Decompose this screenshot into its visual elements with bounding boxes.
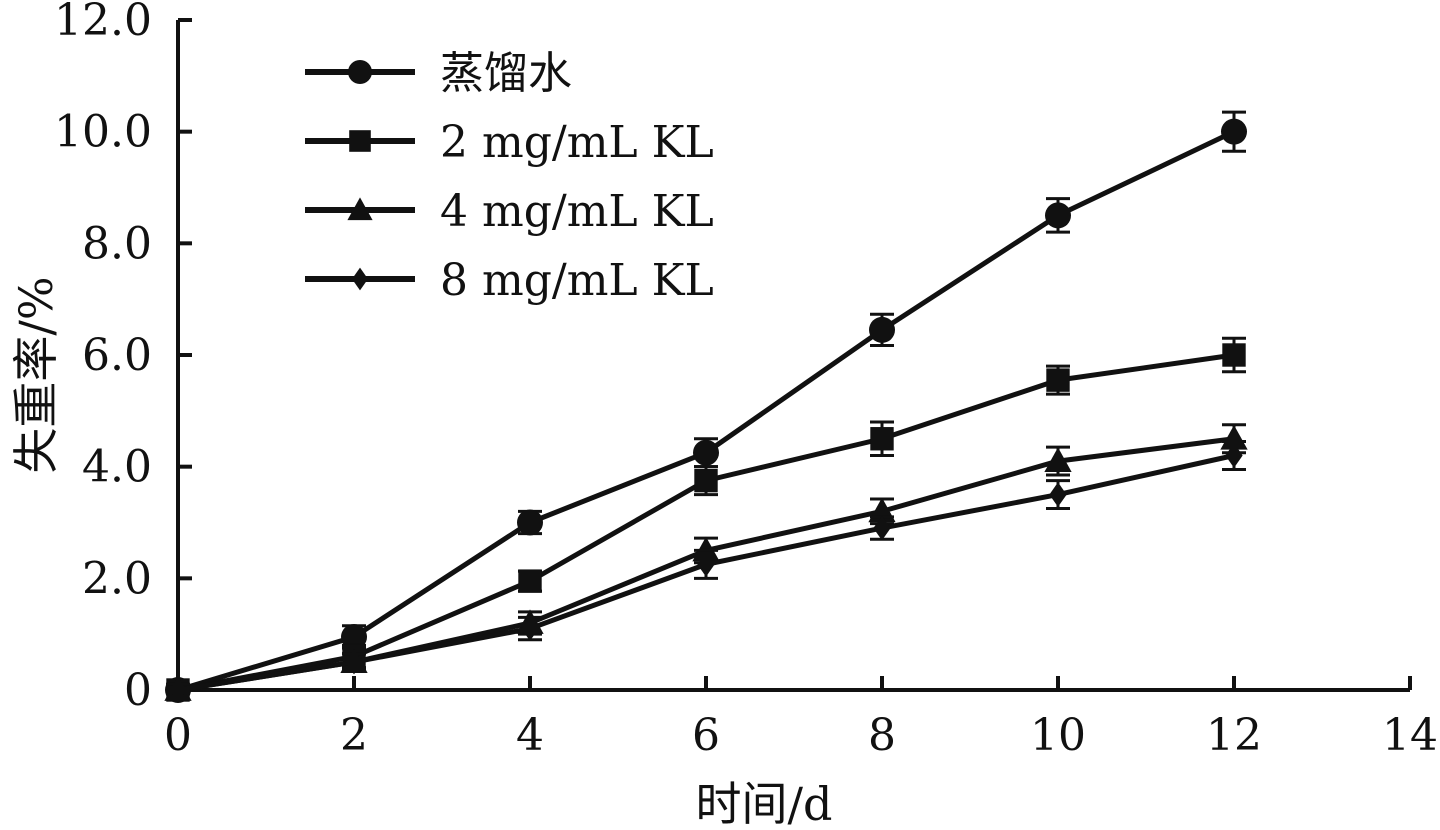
data-point xyxy=(1045,202,1071,229)
series-4 xyxy=(166,440,1246,703)
data-point xyxy=(873,515,891,541)
data-point xyxy=(518,569,542,593)
y-tick-label: 12.0 xyxy=(54,0,152,46)
legend-item: 8 mg/mL KL xyxy=(305,255,714,306)
legend-marker xyxy=(349,130,371,152)
data-point xyxy=(1221,118,1247,145)
data-point xyxy=(169,677,187,703)
x-tick-label: 2 xyxy=(340,710,368,761)
x-axis-label: 时间/d xyxy=(696,777,833,830)
data-point xyxy=(1220,425,1248,450)
x-tick-label: 6 xyxy=(692,710,720,761)
legend: 蒸馏水 2 mg/mL KL 4 mg/mL KL 8 mg/mL KL xyxy=(305,48,714,306)
legend-label: 4 mg/mL KL xyxy=(440,186,714,237)
legend-marker xyxy=(352,267,368,291)
y-axis-label: 失重率/% xyxy=(9,276,63,473)
x-tick-label: 14 xyxy=(1382,710,1438,761)
data-point xyxy=(341,623,367,650)
data-point xyxy=(517,509,543,536)
data-point xyxy=(693,439,719,466)
x-tick-label: 10 xyxy=(1030,710,1086,761)
data-point xyxy=(1049,482,1067,507)
legend-item: 蒸馏水 xyxy=(305,48,572,99)
legend-label: 2 mg/mL KL xyxy=(440,117,714,168)
x-tick-label: 0 xyxy=(164,710,192,761)
data-point xyxy=(694,468,718,493)
legend-marker xyxy=(348,60,372,84)
data-point xyxy=(697,552,715,577)
data-point xyxy=(1044,447,1072,473)
data-point xyxy=(345,649,363,675)
legend-label: 蒸馏水 xyxy=(440,48,572,99)
data-point xyxy=(870,427,894,451)
data-point xyxy=(1225,443,1243,468)
x-tick-label: 8 xyxy=(868,710,896,761)
legend-item: 4 mg/mL KL xyxy=(305,186,714,237)
y-tick-label: 6.0 xyxy=(82,330,152,381)
data-point xyxy=(1222,343,1246,367)
data-point xyxy=(1046,368,1070,392)
series-layer xyxy=(164,110,1248,703)
x-tick-label: 12 xyxy=(1206,710,1262,761)
x-tick-label: 4 xyxy=(516,710,544,761)
axes: 0 2.0 4.0 6.0 8.0 10.0 12.0 0 2 4 6 8 10 12 14 xyxy=(54,0,1438,761)
legend-item: 2 mg/mL KL xyxy=(305,117,714,168)
y-tick-label: 8.0 xyxy=(82,218,152,269)
y-tick-label: 10.0 xyxy=(54,107,152,158)
y-tick-label: 0 xyxy=(124,665,152,716)
data-point xyxy=(869,316,895,343)
data-point xyxy=(521,616,539,641)
legend-marker xyxy=(347,197,373,221)
legend-label: 8 mg/mL KL xyxy=(440,255,714,306)
y-tick-label: 2.0 xyxy=(82,553,152,604)
y-tick-label: 4.0 xyxy=(82,442,152,493)
